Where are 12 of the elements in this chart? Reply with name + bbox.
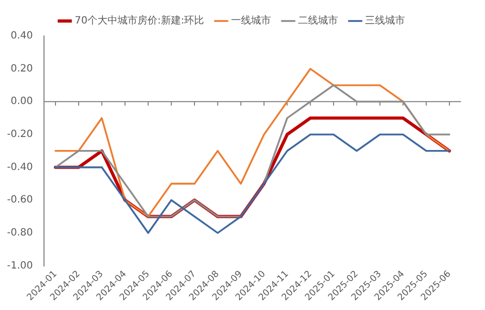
legend-label: 二线城市 xyxy=(298,14,338,27)
legend-label: 70个大中城市房价:新建:环比 xyxy=(74,14,204,27)
y-tick-label: -0.40 xyxy=(7,162,33,173)
y-tick-label: 0.20 xyxy=(10,63,33,74)
y-tick-label: -0.60 xyxy=(7,194,33,206)
legend-label: 一线城市 xyxy=(231,14,272,27)
legend-label: 三线城市 xyxy=(365,14,406,27)
y-tick-label: -0.20 xyxy=(7,129,33,140)
y-tick-label: 0.00 xyxy=(10,96,33,108)
y-tick-label: 0.40 xyxy=(10,30,33,42)
y-tick-label: -1.00 xyxy=(7,260,33,272)
y-tick-label: -0.80 xyxy=(7,228,33,239)
